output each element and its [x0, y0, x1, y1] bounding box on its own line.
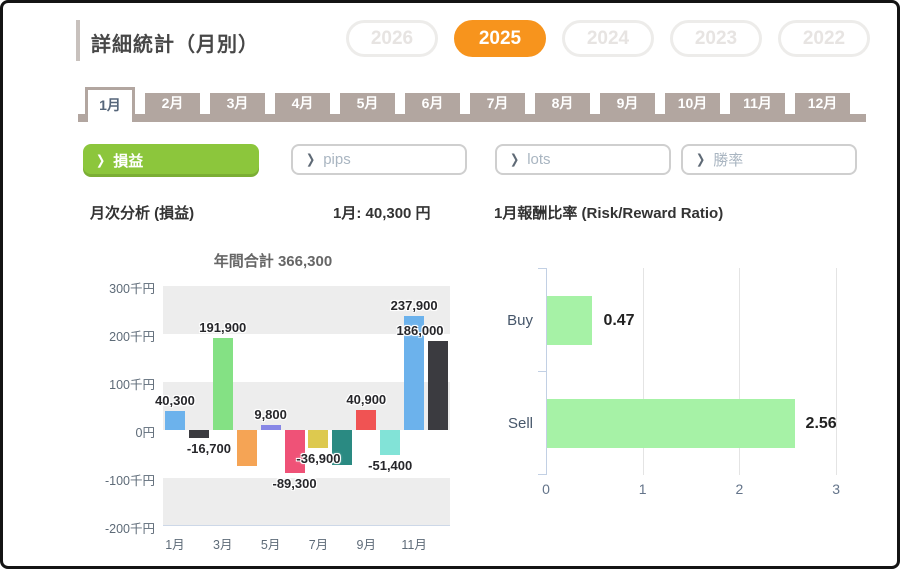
- rr-category-label-buy: Buy: [507, 312, 533, 329]
- pl-bar-month-3: [212, 337, 233, 430]
- pl-bar-month-4: [236, 430, 257, 466]
- rr-gridline-1: [642, 268, 644, 475]
- month-tab-7[interactable]: 7月: [470, 93, 525, 114]
- pl-bar-month-8: [332, 430, 353, 465]
- year-pill-2025[interactable]: 2025: [454, 20, 546, 57]
- pl-y-tick-4: -100千円: [104, 474, 155, 488]
- pl-value-label-month-12: 186,000: [396, 322, 444, 338]
- pl-x-tick-9月: 9月: [356, 538, 376, 552]
- pl-value-label-month-5: 9,800: [254, 407, 287, 423]
- pl-value-label-month-6: -89,300: [272, 475, 317, 491]
- rr-x-tick-2: 2: [735, 481, 744, 497]
- pl-value-label-month-11: 237,900: [390, 297, 438, 313]
- rr-axis-tick-1: [538, 371, 546, 372]
- risk-reward-heading: 1月報酬比率 (Risk/Reward Ratio): [494, 205, 724, 222]
- rr-x-tick-3: 3: [832, 481, 840, 497]
- month-tabs: 1月 2月 3月 4月 5月 6月 7月 8月 9月 10月 11月 12月: [85, 87, 850, 122]
- pl-value-label-month-1: 40,300: [155, 392, 195, 408]
- month-tab-9[interactable]: 9月: [600, 93, 655, 114]
- rr-gridline-3: [836, 268, 838, 475]
- pl-value-label-month-2: -16,700: [186, 441, 231, 457]
- page-title: 詳細統計（月別）: [91, 34, 259, 56]
- rr-bar-buy: [547, 296, 593, 345]
- month-tab-6[interactable]: 6月: [405, 93, 460, 114]
- chevron-right-icon: ❯: [696, 152, 706, 168]
- annual-total-title: 年間合計 366,300: [213, 253, 333, 270]
- year-pill-2024[interactable]: 2024: [562, 20, 654, 57]
- month-tab-11[interactable]: 11月: [730, 93, 785, 114]
- rr-value-label-sell: 2.56: [805, 415, 837, 432]
- chevron-right-icon: ❯: [96, 153, 106, 169]
- rr-value-label-buy: 0.47: [603, 312, 635, 329]
- chevron-right-icon: ❯: [306, 152, 316, 168]
- pl-y-tick-2: 100千円: [109, 378, 155, 392]
- pl-value-label-month-7: -36,900: [296, 450, 341, 466]
- pl-x-tick-7月: 7月: [308, 538, 329, 552]
- month-tab-bar: 1月 2月 3月 4月 5月 6月 7月 8月 9月 10月 11月 12月: [78, 87, 866, 122]
- pl-y-tick-3: 0円: [135, 426, 155, 440]
- pl-x-tick-11月: 11月: [401, 538, 427, 552]
- rr-x-tick-0: 0: [542, 481, 550, 497]
- metric-filter-bar: ❯ 損益 ❯ pips ❯ lots ❯ 勝率: [3, 144, 897, 177]
- filter-label-lots: lots: [527, 151, 551, 168]
- filter-button-pips[interactable]: ❯ pips: [291, 144, 467, 175]
- filter-label-pips: pips: [323, 151, 351, 168]
- year-pill-2023[interactable]: 2023: [670, 20, 762, 57]
- tab-bar-baseline: [78, 114, 866, 122]
- rr-y-axis-line: [546, 268, 547, 475]
- rr-category-label-sell: Sell: [507, 415, 533, 432]
- chevron-right-icon: ❯: [510, 152, 520, 168]
- pl-value-label-month-3: 191,900: [199, 319, 247, 335]
- pl-bar-month-12: [428, 340, 449, 430]
- year-pill-2022[interactable]: 2022: [778, 20, 870, 57]
- pl-value-label-month-10: -51,400: [368, 457, 413, 473]
- risk-reward-chart: [538, 268, 841, 475]
- pl-value-label-month-9: 40,900: [346, 392, 387, 408]
- pl-y-tick-1: 200千円: [109, 330, 155, 344]
- pl-bar-month-7: [308, 430, 329, 448]
- pl-bar-month-5: [260, 425, 281, 430]
- pl-bar-month-1: [164, 410, 185, 430]
- pl-x-tick-1月: 1月: [165, 538, 185, 552]
- profit-loss-chart: [163, 286, 450, 526]
- month-tab-3[interactable]: 3月: [210, 93, 265, 114]
- month-tab-8[interactable]: 8月: [535, 93, 590, 114]
- rr-bar-sell: [547, 399, 795, 448]
- month-tab-12[interactable]: 12月: [795, 93, 850, 114]
- month-value-heading: 1月: 40,300 円: [333, 205, 431, 222]
- pl-x-tick-5月: 5月: [260, 538, 281, 552]
- title-accent-bar: [76, 20, 80, 61]
- pl-bar-month-11: [404, 315, 425, 430]
- month-tab-10[interactable]: 10月: [665, 93, 720, 114]
- pl-bar-month-10: [380, 430, 401, 455]
- year-selector: 2026 2025 2024 2023 2022: [346, 20, 870, 57]
- month-tab-2[interactable]: 2月: [145, 93, 200, 114]
- filter-button-lots[interactable]: ❯ lots: [495, 144, 671, 175]
- year-pill-2026[interactable]: 2026: [346, 20, 438, 57]
- filter-label-profit-loss: 損益: [113, 153, 144, 170]
- pl-bar-month-2: [188, 430, 209, 439]
- month-tab-1[interactable]: 1月: [85, 87, 135, 122]
- pl-bar-month-6: [284, 430, 305, 473]
- pl-x-tick-3月: 3月: [213, 538, 233, 552]
- pl-y-tick-5: -200千円: [104, 522, 155, 536]
- rr-x-tick-1: 1: [638, 481, 647, 497]
- rr-axis-tick-0: [538, 268, 546, 269]
- filter-label-win-rate: 勝率: [713, 152, 744, 169]
- pl-y-tick-0: 300千円: [109, 282, 155, 296]
- rr-axis-tick-2: [538, 474, 546, 475]
- filter-button-profit-loss[interactable]: ❯ 損益: [83, 144, 259, 177]
- rr-gridline-2: [739, 268, 741, 475]
- filter-button-win-rate[interactable]: ❯ 勝率: [681, 144, 857, 175]
- pl-bar-month-9: [356, 410, 377, 430]
- monthly-analysis-heading: 月次分析 (損益): [90, 205, 195, 222]
- month-tab-5[interactable]: 5月: [340, 93, 395, 114]
- month-tab-4[interactable]: 4月: [275, 93, 330, 114]
